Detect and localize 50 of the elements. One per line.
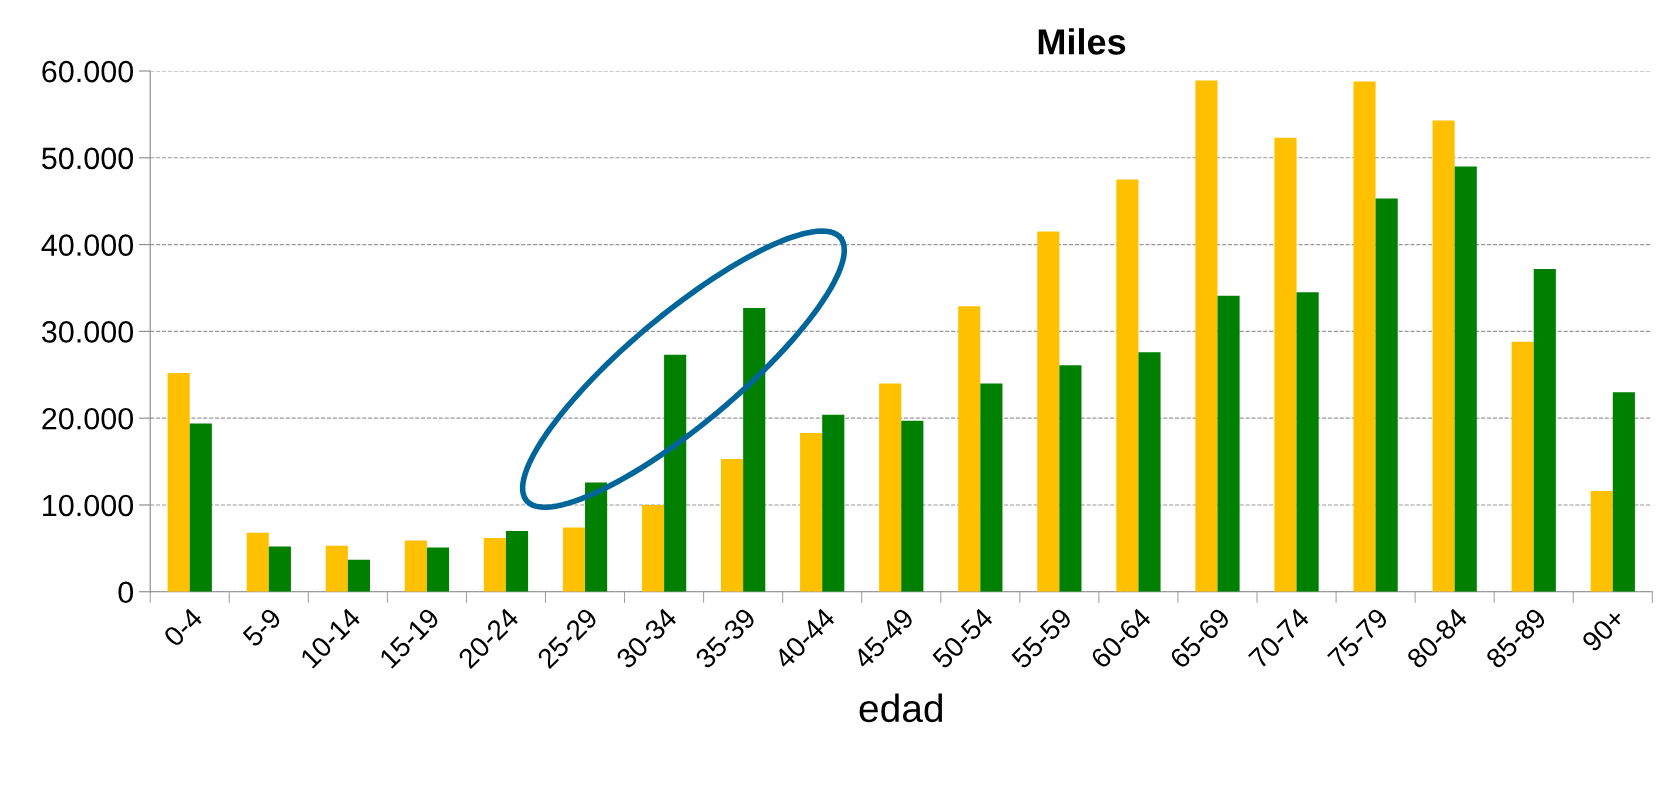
bar <box>1375 198 1398 592</box>
bar <box>1274 137 1297 592</box>
bar <box>1612 392 1635 592</box>
bar <box>1296 292 1319 592</box>
bar <box>901 420 924 592</box>
bar <box>268 546 291 592</box>
x-tick-label: 90+ <box>1580 607 1627 653</box>
y-tick-label: 30.000 <box>41 321 134 343</box>
y-tick-label: 20.000 <box>42 407 134 430</box>
x-tick-label: 0-4 <box>162 606 204 648</box>
bar <box>1511 341 1534 592</box>
bar <box>189 423 212 592</box>
x-tick-label: 5-9 <box>241 607 283 648</box>
bar <box>664 354 687 592</box>
bar <box>347 559 370 592</box>
bar <box>483 537 506 592</box>
bar <box>1138 352 1161 592</box>
y-tick-label: 0 <box>118 581 134 604</box>
bar <box>1116 179 1139 592</box>
bar <box>1533 268 1556 592</box>
y-tick-label: 10.000 <box>43 494 134 517</box>
bar <box>562 527 586 592</box>
bar <box>721 458 744 592</box>
y-tick-label: 40.000 <box>41 234 134 256</box>
bar <box>980 383 1003 592</box>
x-axis-title: edad <box>859 693 943 723</box>
bar <box>1195 80 1218 592</box>
bar <box>1432 120 1455 592</box>
y-tick-label: 60.000 <box>42 60 134 83</box>
bar <box>1353 81 1376 592</box>
bar <box>958 306 981 592</box>
bar <box>404 540 427 592</box>
bar <box>1037 231 1060 592</box>
bar <box>325 545 348 592</box>
bar <box>1590 491 1613 592</box>
chart-title: Miles <box>1038 28 1126 55</box>
bar <box>585 482 608 592</box>
bar <box>1059 365 1082 592</box>
bar <box>641 504 665 592</box>
bar <box>426 547 450 592</box>
bar <box>879 383 902 592</box>
bar <box>800 432 823 592</box>
bar <box>505 531 529 592</box>
y-tick-label: 50.000 <box>42 147 134 170</box>
bar <box>822 414 845 592</box>
bar <box>167 373 190 592</box>
bar <box>1454 166 1477 592</box>
bar <box>1217 295 1240 592</box>
bar <box>246 532 269 592</box>
bar <box>743 307 766 592</box>
